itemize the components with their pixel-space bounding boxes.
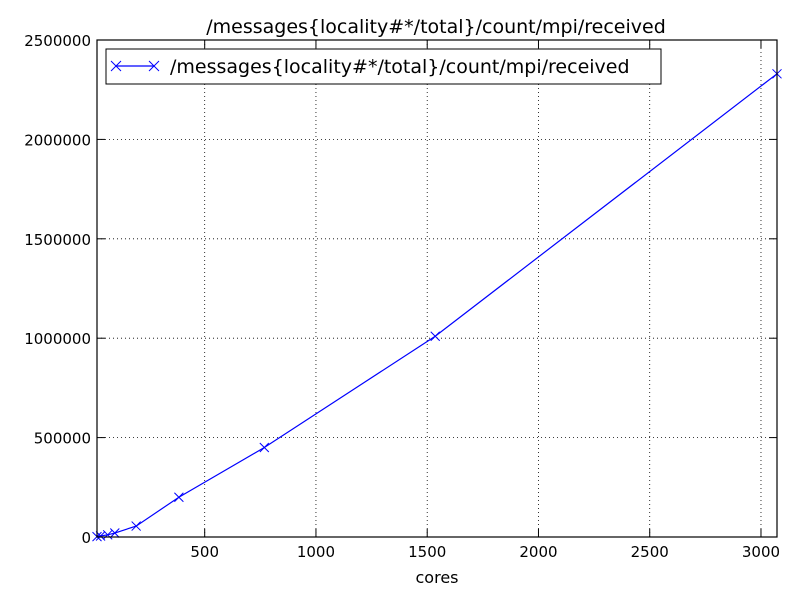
y-tick-label: 1500000 <box>24 231 91 249</box>
x-tick-labels: 500 1000 1500 2000 2500 3000 <box>190 543 780 561</box>
x-tick-label: 1500 <box>408 543 446 561</box>
x-tick-label: 2000 <box>519 543 557 561</box>
x-tick-label: 500 <box>190 543 219 561</box>
data-point-marker <box>259 442 270 453</box>
data-point-marker <box>430 331 441 342</box>
y-tick-label: 1000000 <box>24 330 91 348</box>
y-tick-label: 0 <box>81 529 91 547</box>
chart-title: /messages{locality#*/total}/count/mpi/re… <box>206 16 666 38</box>
y-tick-labels: 0 500000 1000000 1500000 2000000 2500000 <box>24 32 91 547</box>
x-tick-label: 3000 <box>742 543 780 561</box>
data-point-marker <box>174 492 184 503</box>
y-tick-label: 2500000 <box>24 32 91 50</box>
x-tick-label: 1000 <box>297 543 335 561</box>
y-tick-label: 500000 <box>34 430 91 448</box>
plot-area-frame <box>96 39 778 538</box>
legend-box <box>105 48 662 85</box>
x-axis-label: cores <box>416 568 459 587</box>
legend: /messages{locality#*/total}/count/mpi/re… <box>105 48 662 85</box>
x-tick-label: 2500 <box>631 543 669 561</box>
data-point-marker <box>109 528 120 538</box>
y-tick-label: 2000000 <box>24 131 91 149</box>
legend-entry-label: /messages{locality#*/total}/count/mpi/re… <box>170 56 630 78</box>
legend-marker <box>110 60 160 72</box>
data-point-marker <box>131 521 142 531</box>
